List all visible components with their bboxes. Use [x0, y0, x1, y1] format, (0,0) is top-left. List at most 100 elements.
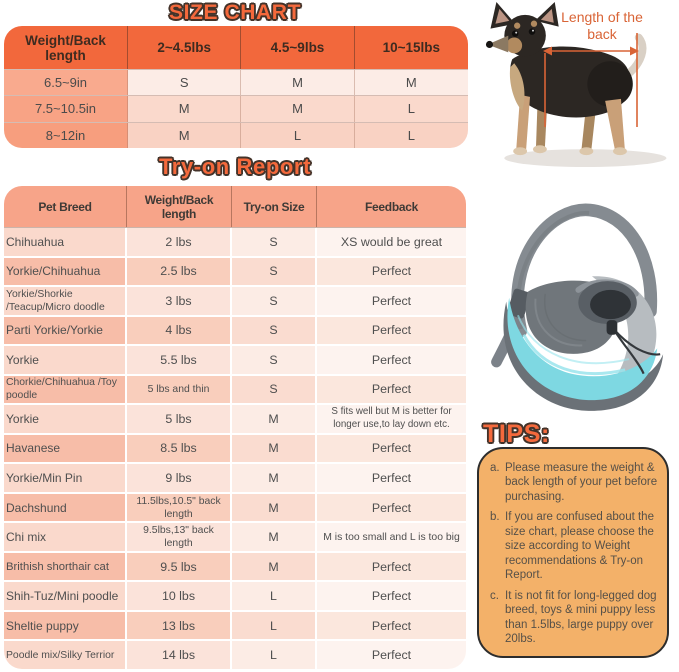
tip-item: c. It is not fit for long-legged dog bre…: [490, 589, 659, 647]
feedback-cell: Perfect: [317, 493, 466, 522]
weight-cell: 9 lbs: [127, 464, 232, 492]
feedback-cell: Perfect: [317, 434, 466, 463]
breed-cell: Yorkie/Chihuahua: [4, 257, 127, 286]
weight-cell: 8.5 lbs: [127, 434, 232, 463]
size-cell: S: [232, 287, 317, 315]
breed-cell: Sheltie puppy: [4, 611, 127, 640]
size-cell: S: [232, 257, 317, 286]
weight-cell: 2 lbs: [127, 228, 232, 256]
tip-text: It is not fit for long-legged dog breed,…: [505, 589, 657, 646]
table-row: Brithish shorthair cat 9.5 lbs M Perfect: [4, 550, 466, 581]
size-cell: L: [241, 122, 355, 148]
weight-cell: 5 lbs and thin: [127, 375, 232, 404]
size-cell: L: [232, 611, 317, 640]
column-header: 10~15lbs: [354, 26, 468, 69]
size-cell: M: [128, 122, 242, 148]
column-header: 4.5~9lbs: [241, 26, 355, 69]
back-length-label: Length of the back: [561, 9, 643, 42]
tryon-report-table: Pet Breed Weight/Back length Try-on Size…: [4, 186, 466, 669]
breed-cell: Havanese: [4, 434, 127, 463]
bag-cord-lock: [606, 320, 618, 335]
size-cell: S: [232, 228, 317, 256]
feedback-cell: Perfect: [317, 464, 466, 492]
size-cell: S: [232, 375, 317, 404]
size-cell: M: [128, 96, 242, 122]
breed-cell: Parti Yorkie/Yorkie: [4, 316, 127, 345]
size-cell: M: [241, 70, 355, 96]
tips-title: TIPS:: [483, 420, 550, 448]
breed-cell: Shih-Tuz/Mini poodle: [4, 582, 127, 610]
table-row: Sheltie puppy 13 lbs L Perfect: [4, 609, 466, 640]
feedback-cell: Perfect: [317, 611, 466, 640]
tip-text: Please measure the weight & back length …: [505, 462, 658, 503]
tip-item: b. If you are confused about the size ch…: [490, 510, 659, 582]
weight-cell: 5.5 lbs: [127, 346, 232, 374]
feedback-cell: Perfect: [317, 582, 466, 610]
feedback-cell: Perfect: [317, 552, 466, 581]
dog-shadow: [504, 149, 667, 168]
breed-cell: Yorkie: [4, 405, 127, 433]
size-chart-header-row: Weight/Back length 2~4.5lbs 4.5~9lbs 10~…: [4, 26, 468, 69]
size-cell: M: [232, 405, 317, 433]
table-row: 7.5~10.5in M M L: [4, 95, 468, 122]
weight-cell: 4 lbs: [127, 316, 232, 345]
feedback-cell: Perfect: [317, 375, 466, 404]
size-cell: S: [128, 70, 242, 96]
breed-cell: Poodle mix/Silky Terrior: [4, 641, 127, 669]
size-cell: M: [232, 493, 317, 522]
feedback-cell: S fits well but M is better for longer u…: [317, 405, 466, 433]
table-row: Parti Yorkie/Yorkie 4 lbs S Perfect: [4, 314, 466, 345]
table-row: 6.5~9in S M M: [4, 69, 468, 96]
column-header: 2~4.5lbs: [128, 26, 242, 69]
dog-muzzle: [487, 35, 509, 53]
weight-cell: 5 lbs: [127, 405, 232, 433]
breed-cell: Yorkie/Shorkie /Teacup/Micro doodle: [4, 287, 127, 315]
table-row: Chihuahua 2 lbs S XS would be great: [4, 228, 466, 256]
tip-marker: a.: [490, 462, 500, 474]
size-cell: L: [232, 582, 317, 610]
size-cell: L: [232, 641, 317, 669]
column-header: Feedback: [317, 186, 466, 227]
table-row: 8~12in M L L: [4, 121, 468, 148]
breed-cell: Chi mix: [4, 523, 127, 551]
column-header: Weight/Back length: [127, 186, 232, 227]
weight-cell: 2.5 lbs: [127, 257, 232, 286]
table-row: Shih-Tuz/Mini poodle 10 lbs L Perfect: [4, 580, 466, 610]
bag-strap: [511, 203, 658, 338]
breed-cell: Brithish shorthair cat: [4, 552, 127, 581]
table-row: Havanese 8.5 lbs M Perfect: [4, 432, 466, 463]
tryon-report-title: Try-on Report: [158, 154, 312, 179]
weight-cell: 9.5 lbs: [127, 552, 232, 581]
size-chart-table: Weight/Back length 2~4.5lbs 4.5~9lbs 10~…: [4, 26, 468, 148]
size-cell: L: [354, 122, 468, 148]
column-header: Weight/Back length: [4, 26, 128, 69]
size-cell: M: [232, 552, 317, 581]
size-cell: S: [232, 346, 317, 374]
breed-cell: Chorkie/Chihuahua /Toy poodle: [4, 375, 127, 404]
weight-cell: 3 lbs: [127, 287, 232, 315]
size-cell: S: [232, 316, 317, 345]
weight-cell: 14 lbs: [127, 641, 232, 669]
size-cell: M: [354, 70, 468, 96]
breed-cell: Chihuahua: [4, 228, 127, 256]
feedback-cell: M is too small and L is too big: [317, 523, 466, 551]
row-label-cell: 7.5~10.5in: [4, 96, 128, 122]
table-row: Poodle mix/Silky Terrior 14 lbs L Perfec…: [4, 639, 466, 669]
pet-sling-carrier-photo: [491, 203, 664, 411]
tip-marker: b.: [490, 511, 500, 524]
table-row: Chorkie/Chihuahua /Toy poodle 5 lbs and …: [4, 373, 466, 404]
bag-body: [507, 297, 658, 401]
tip-item: a. Please measure the weight & back leng…: [490, 461, 659, 504]
feedback-cell: Perfect: [317, 257, 466, 286]
weight-cell: 9.5lbs,13" back length: [127, 523, 232, 551]
feedback-cell: Perfect: [317, 346, 466, 374]
feedback-cell: Perfect: [317, 641, 466, 669]
size-cell: M: [232, 523, 317, 551]
dog-tail: [622, 33, 647, 80]
breed-cell: Yorkie: [4, 346, 127, 374]
row-label-cell: 6.5~9in: [4, 70, 128, 96]
table-row: Yorkie/Min Pin 9 lbs M Perfect: [4, 462, 466, 492]
size-cell: M: [232, 464, 317, 492]
table-row: Chi mix 9.5lbs,13" back length M M is to…: [4, 521, 466, 551]
